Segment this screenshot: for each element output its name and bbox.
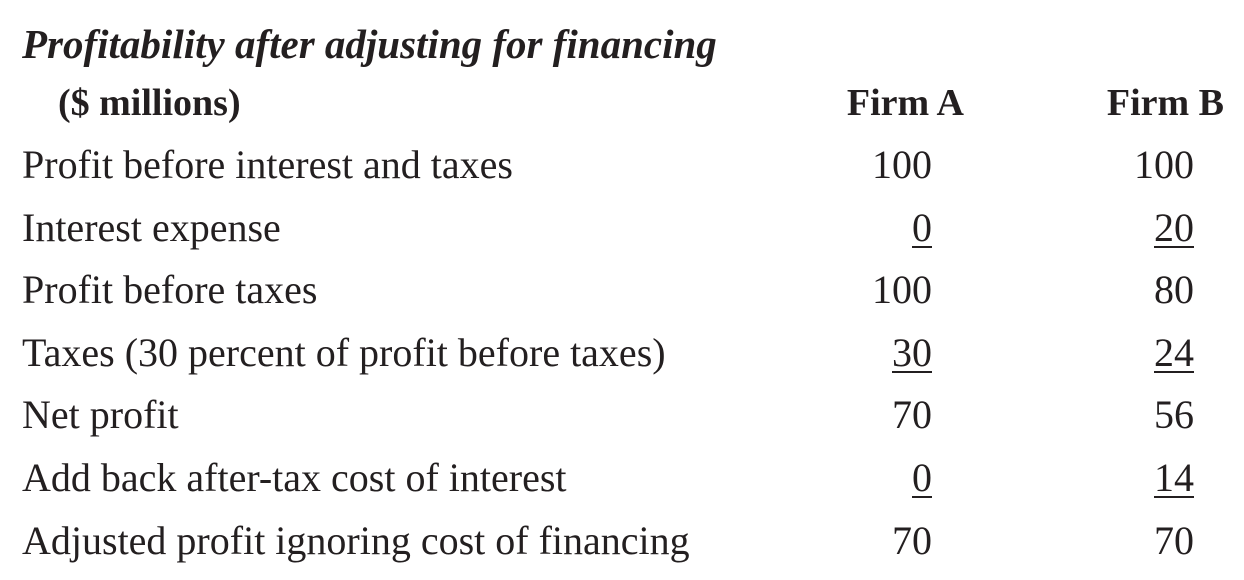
unit-label: ($ millions) — [58, 82, 241, 124]
column-header-firm-a: Firm A — [846, 82, 964, 124]
firm-b-value: 20 — [1154, 205, 1194, 250]
table-title: Profitability after adjusting for financ… — [22, 21, 717, 67]
row-label: Add back after-tax cost of interest — [22, 455, 567, 500]
firm-a-value: 100 — [872, 142, 932, 187]
row-label: Adjusted profit ignoring cost of financi… — [22, 518, 690, 563]
row-label: Profit before taxes — [22, 267, 318, 312]
firm-a-value: 30 — [892, 330, 932, 375]
row-label: Profit before interest and taxes — [22, 142, 513, 187]
firm-b-value: 56 — [1154, 392, 1194, 437]
table-row: Adjusted profit ignoring cost of financi… — [0, 510, 1244, 572]
table-row: Profit before taxes 100 80 — [0, 259, 1244, 321]
table-row: Add back after-tax cost of interest 0 14 — [0, 447, 1244, 509]
firm-b-value: 80 — [1154, 267, 1194, 312]
column-header-firm-b: Firm B — [1106, 82, 1224, 124]
firm-b-value: 100 — [1134, 142, 1194, 187]
firm-b-value: 70 — [1154, 518, 1194, 563]
table-row: Interest expense 0 20 — [0, 197, 1244, 259]
firm-a-value: 70 — [892, 518, 932, 563]
table-row: Profit before interest and taxes 100 100 — [0, 134, 1244, 196]
firm-a-value: 0 — [912, 455, 932, 500]
firm-b-value: 24 — [1154, 330, 1194, 375]
row-label: Interest expense — [22, 205, 281, 250]
firm-a-value: 0 — [912, 205, 932, 250]
row-label: Net profit — [22, 392, 179, 437]
table-row: Taxes (30 percent of profit before taxes… — [0, 322, 1244, 384]
firm-a-value: 70 — [892, 392, 932, 437]
row-label: Taxes (30 percent of profit before taxes… — [22, 330, 666, 375]
table-header-row: ($ millions) Firm A Firm B — [0, 72, 1244, 134]
firm-b-value: 14 — [1154, 455, 1194, 500]
table-row: Net profit 70 56 — [0, 384, 1244, 446]
firm-a-value: 100 — [872, 267, 932, 312]
